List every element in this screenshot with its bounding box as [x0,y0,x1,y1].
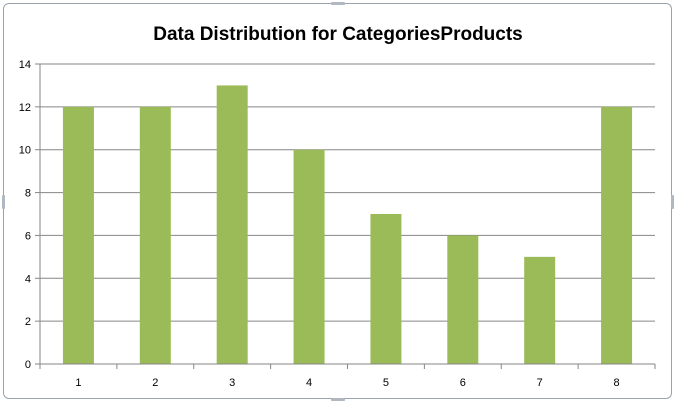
resize-handle-top[interactable] [331,2,345,5]
bar-7 [524,256,556,364]
bar-2 [139,106,171,364]
bars [62,85,633,364]
x-tick-label: 1 [75,377,81,389]
x-tick-label: 5 [383,377,389,389]
y-tick-label: 4 [25,273,31,285]
y-tick-label: 12 [19,102,31,114]
resize-handle-left[interactable] [2,195,5,209]
resize-handle-bottom[interactable] [331,398,345,401]
resize-handle-right[interactable] [671,195,674,209]
x-tick-label: 6 [460,377,466,389]
axes [39,64,656,369]
bar-4 [293,149,325,364]
bar-6 [447,235,479,364]
bar-1 [62,106,94,364]
bar-3 [216,85,248,364]
x-tick-label: 7 [537,377,543,389]
y-tick-label: 2 [25,316,31,328]
x-tick-label: 8 [614,377,620,389]
y-tick-labels: 0 2 4 6 8 10 12 14 [19,59,31,371]
x-tick-label: 2 [152,377,158,389]
chart-frame[interactable] [3,3,672,399]
y-tick-label: 14 [19,59,31,71]
x-tick-label: 4 [306,377,312,389]
y-tick-label: 6 [25,230,31,242]
chart-title: Data Distribution for CategoriesProducts [153,24,523,45]
y-tick-label: 0 [25,359,31,371]
y-tick-label: 10 [19,145,31,157]
y-tick-label: 8 [25,188,31,200]
bar-5 [370,214,402,364]
x-tick-labels: 1 2 3 4 5 6 7 8 [75,377,619,389]
bar-8 [601,106,633,364]
x-tick-label: 3 [229,377,235,389]
gridlines [35,63,655,365]
